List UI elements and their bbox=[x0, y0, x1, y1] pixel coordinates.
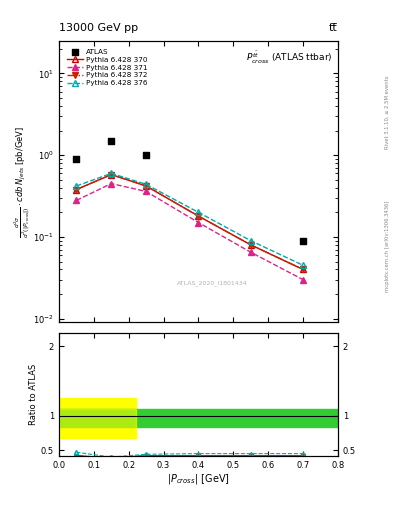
Y-axis label: $\frac{d^2\sigma}{d^2(|P_{cross}|)}\cdot cdb\,N_{jets}$ [pb/GeV]: $\frac{d^2\sigma}{d^2(|P_{cross}|)}\cdot… bbox=[12, 126, 32, 238]
Pythia 6.428 376 bbox=[144, 181, 149, 187]
Pythia 6.428 370 bbox=[248, 242, 253, 248]
Pythia 6.428 376 bbox=[248, 238, 253, 244]
Pythia 6.428 370 bbox=[301, 266, 305, 272]
Line: Pythia 6.428 372: Pythia 6.428 372 bbox=[73, 172, 306, 272]
Legend: ATLAS, Pythia 6.428 370, Pythia 6.428 371, Pythia 6.428 372, Pythia 6.428 376: ATLAS, Pythia 6.428 370, Pythia 6.428 37… bbox=[65, 48, 149, 88]
Pythia 6.428 376 bbox=[196, 209, 201, 216]
ATLAS bbox=[108, 137, 114, 145]
Pythia 6.428 376 bbox=[109, 170, 114, 177]
Bar bbox=[59, 398, 136, 438]
Pythia 6.428 371 bbox=[301, 276, 305, 283]
Text: tt̅: tt̅ bbox=[329, 23, 338, 33]
Pythia 6.428 372 bbox=[144, 183, 149, 189]
ATLAS bbox=[143, 151, 149, 159]
Text: ATLAS_2020_I1801434: ATLAS_2020_I1801434 bbox=[177, 280, 248, 286]
Y-axis label: Ratio to ATLAS: Ratio to ATLAS bbox=[29, 364, 38, 425]
Pythia 6.428 370 bbox=[74, 186, 79, 193]
ATLAS bbox=[300, 237, 306, 245]
Pythia 6.428 376 bbox=[301, 262, 305, 268]
Pythia 6.428 372 bbox=[74, 186, 79, 193]
Pythia 6.428 372 bbox=[196, 213, 201, 219]
Pythia 6.428 371 bbox=[144, 188, 149, 195]
Pythia 6.428 371 bbox=[196, 220, 201, 226]
Bar bbox=[59, 409, 338, 428]
Pythia 6.428 372 bbox=[109, 172, 114, 178]
Pythia 6.428 371 bbox=[248, 249, 253, 255]
Line: Pythia 6.428 371: Pythia 6.428 371 bbox=[73, 181, 306, 283]
Pythia 6.428 376 bbox=[74, 183, 79, 189]
Pythia 6.428 371 bbox=[109, 181, 114, 187]
Pythia 6.428 370 bbox=[144, 183, 149, 189]
Line: Pythia 6.428 376: Pythia 6.428 376 bbox=[73, 170, 306, 268]
Pythia 6.428 370 bbox=[196, 213, 201, 219]
Text: $P^{t\bar{t}}_{cross}$ (ATLAS ttbar): $P^{t\bar{t}}_{cross}$ (ATLAS ttbar) bbox=[246, 49, 332, 66]
Text: Rivet 3.1.10, ≥ 2.5M events: Rivet 3.1.10, ≥ 2.5M events bbox=[385, 76, 390, 150]
X-axis label: $|P_{cross}|$ [GeV]: $|P_{cross}|$ [GeV] bbox=[167, 472, 230, 486]
ATLAS bbox=[73, 155, 79, 163]
Line: Pythia 6.428 370: Pythia 6.428 370 bbox=[73, 172, 306, 272]
Pythia 6.428 371 bbox=[74, 197, 79, 203]
Pythia 6.428 370 bbox=[109, 172, 114, 178]
Text: 13000 GeV pp: 13000 GeV pp bbox=[59, 23, 138, 33]
Pythia 6.428 372 bbox=[301, 266, 305, 272]
Text: mcplots.cern.ch [arXiv:1306.3436]: mcplots.cern.ch [arXiv:1306.3436] bbox=[385, 200, 390, 291]
Bar bbox=[59, 409, 136, 438]
Pythia 6.428 372 bbox=[248, 242, 253, 248]
